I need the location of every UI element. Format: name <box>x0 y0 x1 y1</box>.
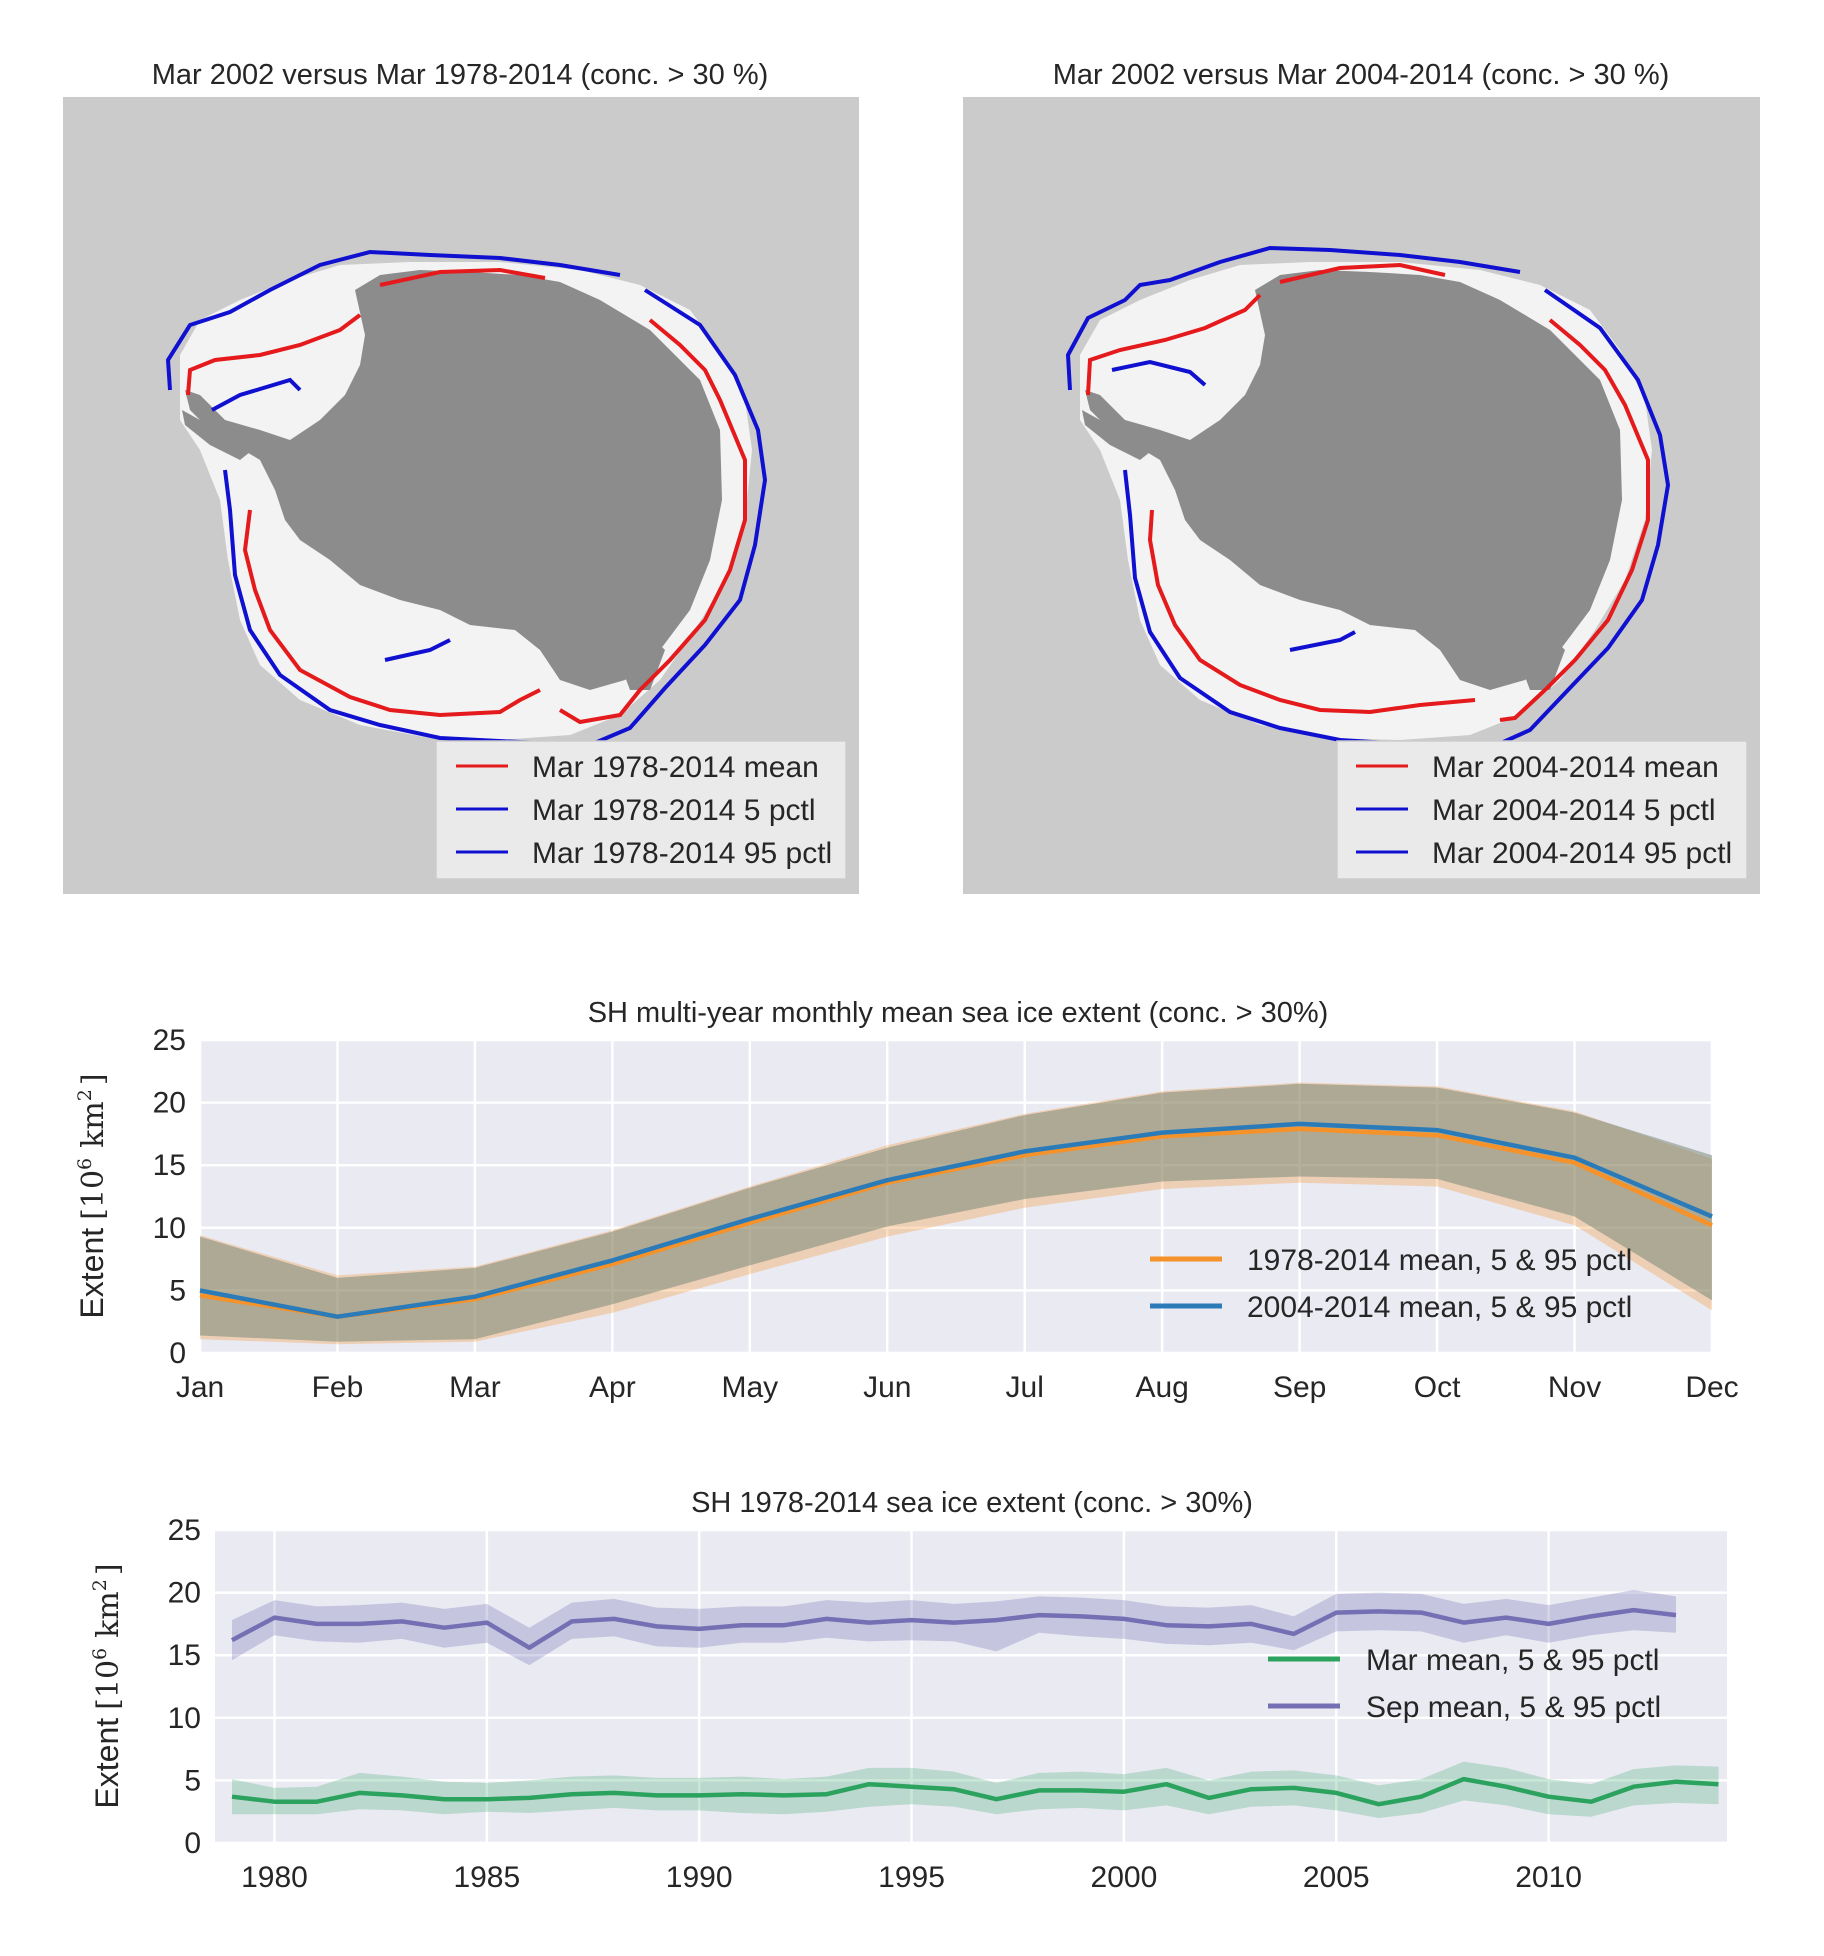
right-antarctica <box>1085 270 1622 690</box>
monthly-xtick-11: Dec <box>1685 1371 1738 1404</box>
left-map-title: Mar 2002 versus Mar 1978-2014 (conc. > 3… <box>152 59 769 91</box>
annual-y-label-bracket-close: ] <box>91 1563 126 1575</box>
right-antarctic-peninsula <box>1082 410 1150 460</box>
right-ross-ice-island <box>1515 635 1565 690</box>
ax2-mean-line-purple <box>230 1607 1677 1650</box>
ax1-ytick-4: 20 <box>153 1087 186 1120</box>
ax1-ytick-3: 15 <box>153 1149 186 1182</box>
monthly-xtick-8: Sep <box>1273 1371 1326 1404</box>
monthly-mean-lines <box>199 1121 1713 1319</box>
annual-y-label-unit: km <box>91 1591 126 1638</box>
monthly-legend: 1978-2014 mean, 5 & 95 pctl 2004-2014 me… <box>1150 1244 1632 1324</box>
annual-xtick-0: 1980 <box>241 1861 308 1894</box>
ax1-mean-line-blue <box>199 1121 1713 1319</box>
monthly-legend-orange-label: 1978-2014 mean, 5 & 95 pctl <box>1247 1244 1632 1277</box>
monthly-y-label-text: Extent [106 km2] <box>74 1073 111 1318</box>
annual-mean-lines <box>230 1607 1719 1807</box>
ax1-ytick-0: 0 <box>169 1337 186 1370</box>
monthly-xtick-7: Aug <box>1135 1371 1188 1404</box>
annual-x-ticks: 1980 1985 1990 1995 2000 2005 2010 <box>241 1861 1582 1894</box>
annual-y-label-text: Extent [106 km2] <box>89 1563 126 1808</box>
monthly-legend-blue-label: 2004-2014 mean, 5 & 95 pctl <box>1247 1291 1632 1324</box>
monthly-x-ticks: Jan Feb Mar Apr May Jun Jul Aug Sep Oct Nov Dec <box>176 1371 1739 1404</box>
annual-y-label-bracket-open: [ <box>91 1698 126 1710</box>
annual-xtick-1: 1985 <box>453 1861 520 1894</box>
annual-y-label-word: Extent <box>89 1718 125 1809</box>
annual-xtick-2: 1990 <box>666 1861 733 1894</box>
ax2-band-purple <box>232 1590 1676 1666</box>
right-mean-contour <box>1086 262 1650 722</box>
annual-legend-purple-label: Sep mean, 5 & 95 pctl <box>1366 1691 1661 1724</box>
annual-plot-area <box>215 1530 1727 1843</box>
monthly-xtick-2: Mar <box>449 1371 501 1404</box>
monthly-pctl-bands <box>200 1082 1712 1345</box>
monthly-xtick-9: Oct <box>1414 1371 1461 1404</box>
ax2-ytick-5: 25 <box>168 1514 201 1547</box>
left-map-panel: Mar 2002 versus Mar 1978-2014 (conc. > 3… <box>63 59 859 894</box>
annual-y-label-pow: 10 <box>91 1660 126 1698</box>
right-map-content <box>1065 245 1671 751</box>
right-map-title: Mar 2002 versus Mar 2004-2014 (conc. > 3… <box>1053 59 1670 91</box>
monthly-xtick-3: Apr <box>589 1371 636 1404</box>
annual-y-label-exp: 6 <box>89 1648 111 1660</box>
monthly-y-label-bracket-open: [ <box>76 1208 111 1220</box>
ax1-ytick-5: 25 <box>153 1024 186 1057</box>
monthly-xtick-0: Jan <box>176 1371 224 1404</box>
left-mean-contour <box>186 267 747 725</box>
ax2-mean-line-green <box>231 1776 1719 1807</box>
right-legend-p95-label: Mar 2004-2014 95 pctl <box>1432 837 1732 870</box>
annual-y-label-exp2: 2 <box>89 1579 111 1591</box>
monthly-y-label-unit: km <box>76 1101 111 1148</box>
left-legend-mean-label: Mar 1978-2014 mean <box>532 751 819 784</box>
annual-y-ticks: 0 5 10 15 20 25 <box>168 1514 201 1860</box>
monthly-y-label-pow: 10 <box>76 1170 111 1208</box>
annual-xtick-6: 2010 <box>1515 1861 1582 1894</box>
monthly-y-ticks: 0 5 10 15 20 25 <box>153 1024 186 1370</box>
monthly-y-label-exp2: 2 <box>74 1089 96 1101</box>
ax1-ytick-1: 5 <box>169 1274 186 1307</box>
annual-legend-green-label: Mar mean, 5 & 95 pctl <box>1366 1644 1659 1677</box>
monthly-xtick-4: May <box>721 1371 778 1404</box>
monthly-xtick-5: Jun <box>863 1371 911 1404</box>
right-map-panel: Mar 2002 versus Mar 2004-2014 (conc. > 3… <box>963 59 1760 894</box>
left-map-legend: Mar 1978-2014 mean Mar 1978-2014 5 pctl … <box>435 740 847 880</box>
monthly-chart-title: SH multi-year monthly mean sea ice exten… <box>588 997 1329 1029</box>
annual-xtick-5: 2005 <box>1303 1861 1370 1894</box>
right-pctl-contour <box>1065 245 1671 751</box>
monthly-xtick-1: Feb <box>312 1371 364 1404</box>
ax2-ytick-0: 0 <box>184 1827 201 1860</box>
annual-legend: Mar mean, 5 & 95 pctl Sep mean, 5 & 95 p… <box>1268 1644 1661 1724</box>
ax2-ytick-1: 5 <box>184 1764 201 1797</box>
left-pctl-contour <box>165 249 768 748</box>
annual-chart-title: SH 1978-2014 sea ice extent (conc. > 30%… <box>691 1487 1253 1519</box>
ax1-band-blue <box>200 1083 1712 1342</box>
right-legend-p5-label: Mar 2004-2014 5 pctl <box>1432 794 1716 827</box>
ax2-band-green <box>232 1761 1719 1818</box>
ax2-ytick-2: 10 <box>168 1702 201 1735</box>
left-antarctica <box>185 270 722 690</box>
annual-y-axis-label: Extent [106 km2] <box>89 1563 126 1808</box>
right-legend-mean-label: Mar 2004-2014 mean <box>1432 751 1719 784</box>
annual-pctl-bands <box>232 1590 1719 1818</box>
monthly-y-label-exp: 6 <box>74 1158 96 1170</box>
left-antarctic-peninsula <box>182 410 250 460</box>
monthly-y-axis-label: Extent [106 km2] <box>74 1073 111 1318</box>
left-legend-p95-label: Mar 1978-2014 95 pctl <box>532 837 832 870</box>
annual-xtick-3: 1995 <box>878 1861 945 1894</box>
annual-xtick-4: 2000 <box>1091 1861 1158 1894</box>
ax1-ytick-2: 10 <box>153 1212 186 1245</box>
left-legend-p5-label: Mar 1978-2014 5 pctl <box>532 794 816 827</box>
monthly-extent-chart: SH multi-year monthly mean sea ice exten… <box>74 997 1739 1404</box>
monthly-y-label-word: Extent <box>74 1228 110 1319</box>
left-map-content <box>165 249 768 748</box>
monthly-xtick-6: Jul <box>1006 1371 1044 1404</box>
monthly-xtick-10: Nov <box>1548 1371 1601 1404</box>
ax2-ytick-4: 20 <box>168 1577 201 1610</box>
right-map-legend: Mar 2004-2014 mean Mar 2004-2014 5 pctl … <box>1336 740 1748 880</box>
monthly-y-label-bracket-close: ] <box>76 1073 111 1085</box>
ax2-ytick-3: 15 <box>168 1639 201 1672</box>
annual-extent-chart: SH 1978-2014 sea ice extent (conc. > 30%… <box>89 1487 1727 1894</box>
